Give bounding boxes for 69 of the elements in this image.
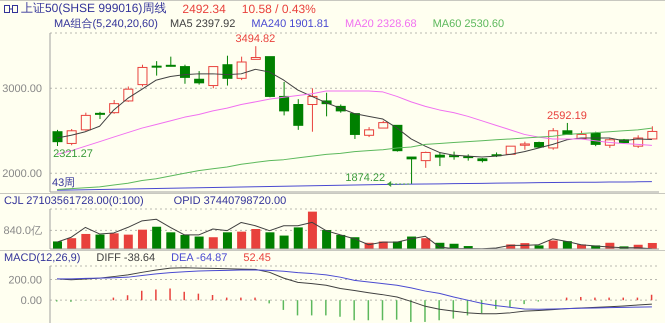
candlestick bbox=[66, 128, 77, 146]
candlestick bbox=[123, 86, 134, 102]
annotation: 43周 bbox=[52, 176, 76, 190]
bar bbox=[237, 232, 246, 249]
bar bbox=[124, 234, 133, 249]
legend-title: MA组合(5,240,20,60) bbox=[54, 17, 158, 31]
bar bbox=[53, 241, 62, 249]
bar bbox=[208, 237, 218, 249]
annotation: 2321.27 bbox=[53, 148, 93, 160]
bar bbox=[95, 234, 104, 249]
annotation: 1874.22 bbox=[345, 172, 386, 184]
bar bbox=[265, 232, 274, 249]
y-tick-label: 3000.00 bbox=[2, 83, 42, 96]
candlestick bbox=[250, 46, 261, 60]
bar bbox=[180, 234, 190, 249]
candlestick bbox=[434, 152, 445, 167]
series-label: DIFF -38.64 bbox=[96, 252, 156, 264]
y-tick-label: 0.00 bbox=[20, 295, 42, 308]
candlestick bbox=[166, 56, 176, 68]
text: MA240 1901.81 bbox=[251, 18, 330, 30]
text: 10.58 / 0.43% bbox=[242, 2, 316, 16]
text: MA60 2530.60 bbox=[432, 18, 504, 30]
candlestick bbox=[420, 151, 431, 168]
bar bbox=[67, 238, 76, 249]
candlestick bbox=[293, 98, 304, 130]
candlestick bbox=[208, 66, 218, 89]
candlestick bbox=[236, 56, 247, 81]
text: OPID 37440798720.00 bbox=[174, 194, 286, 206]
bar bbox=[81, 234, 90, 249]
bar bbox=[110, 233, 119, 249]
candlestick bbox=[350, 113, 360, 140]
bar bbox=[251, 229, 260, 249]
chart-title: MACD(12,26,9) bbox=[4, 252, 80, 264]
bar bbox=[294, 227, 303, 249]
y-tick-label: 840.0亿 bbox=[3, 225, 42, 238]
candlestick bbox=[364, 126, 374, 138]
candlestick bbox=[222, 55, 232, 86]
bar bbox=[308, 212, 317, 249]
bar bbox=[322, 230, 332, 249]
candlestick bbox=[152, 60, 162, 76]
candlestick bbox=[137, 64, 148, 87]
candlestick bbox=[194, 70, 204, 86]
candlestick bbox=[647, 126, 658, 140]
candlestick bbox=[80, 112, 91, 132]
bar bbox=[548, 240, 558, 249]
bar bbox=[421, 238, 430, 249]
bar bbox=[194, 236, 204, 249]
text: 52.45 bbox=[243, 252, 271, 264]
annotation: 2592.19 bbox=[547, 110, 587, 122]
bar bbox=[222, 232, 232, 249]
bar bbox=[138, 230, 147, 249]
candlestick bbox=[52, 129, 62, 146]
text: MA20 2328.68 bbox=[345, 18, 417, 30]
candlestick bbox=[279, 81, 290, 116]
series-label: DEA -64.87 bbox=[171, 252, 228, 264]
text: 2492.34 bbox=[182, 2, 226, 16]
candlestick bbox=[180, 64, 190, 84]
text: MA5 2397.92 bbox=[170, 18, 236, 30]
y-tick-label: 200.00 bbox=[8, 274, 42, 286]
bar bbox=[152, 226, 162, 249]
bar bbox=[166, 232, 176, 249]
y-tick-label: 2000.00 bbox=[2, 168, 42, 180]
candlestick bbox=[307, 88, 318, 132]
candlestick bbox=[406, 156, 417, 184]
bar bbox=[336, 234, 346, 249]
text: CJL 27103561728.00(0:100) bbox=[4, 194, 144, 206]
chart-title: 上证50(SHSE 999016)周线 bbox=[21, 0, 166, 17]
bar bbox=[280, 236, 289, 249]
annotation: 3494.82 bbox=[235, 33, 276, 46]
